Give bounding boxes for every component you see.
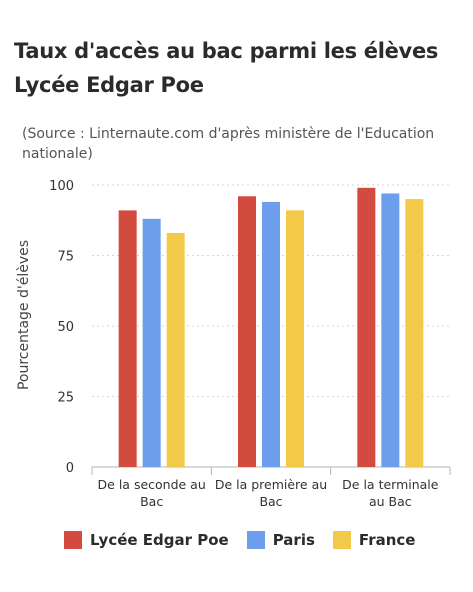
x-tick-label-1-line-2: Bac <box>140 494 163 509</box>
x-tick-label-1-line-1: De la seconde au <box>98 477 206 492</box>
chart-title-line-2: Lycée Edgar Poe <box>14 73 204 97</box>
bar-1-series-1 <box>118 210 137 467</box>
bar-2-series-3 <box>286 210 304 467</box>
chart-title-line-1: Taux d'accès au bac parmi les élèves <box>14 39 439 63</box>
legend-swatch-lycee <box>64 531 82 549</box>
legend-item-paris: Paris <box>246 531 315 549</box>
legend-item-lycee: Lycée Edgar Poe <box>64 531 229 549</box>
bar-1-series-3 <box>166 232 185 467</box>
legend-label-france: France <box>358 531 416 549</box>
x-tick-label-3-line-2: au Bac <box>369 494 412 509</box>
chart-source: (Source : Linternaute.com d'après minist… <box>22 126 435 162</box>
x-tick-label-3-line-1: De la terminale <box>342 477 439 492</box>
bar-3-series-1 <box>357 187 376 467</box>
y-tick-label-75: 75 <box>57 250 74 265</box>
bar-3-series-2 <box>381 193 400 467</box>
bar-3-series-3 <box>405 199 424 467</box>
legend-item-france: France <box>332 531 416 549</box>
legend-label-paris: Paris <box>272 531 315 549</box>
chart-title: Taux d'accès au bac parmi les élèves Lyc… <box>14 34 464 102</box>
y-tick-label-0: 0 <box>66 461 74 476</box>
bar-2-series-1 <box>238 196 256 467</box>
x-tick-label-2-line-2: Bac <box>259 494 282 509</box>
legend-label-lycee: Lycée Edgar Poe <box>90 531 229 549</box>
chart-legend: Lycée Edgar Poe Paris France <box>64 528 433 552</box>
x-tick-label-2-line-1: De la première au <box>215 477 327 492</box>
legend-swatch-france <box>332 531 351 549</box>
bar-2-series-2 <box>262 201 280 468</box>
y-tick-label-25: 25 <box>57 391 74 406</box>
y-tick-label-100: 100 <box>49 179 74 194</box>
y-tick-label-50: 50 <box>57 320 74 335</box>
legend-swatch-paris <box>246 531 265 549</box>
bar-1-series-2 <box>142 218 161 467</box>
